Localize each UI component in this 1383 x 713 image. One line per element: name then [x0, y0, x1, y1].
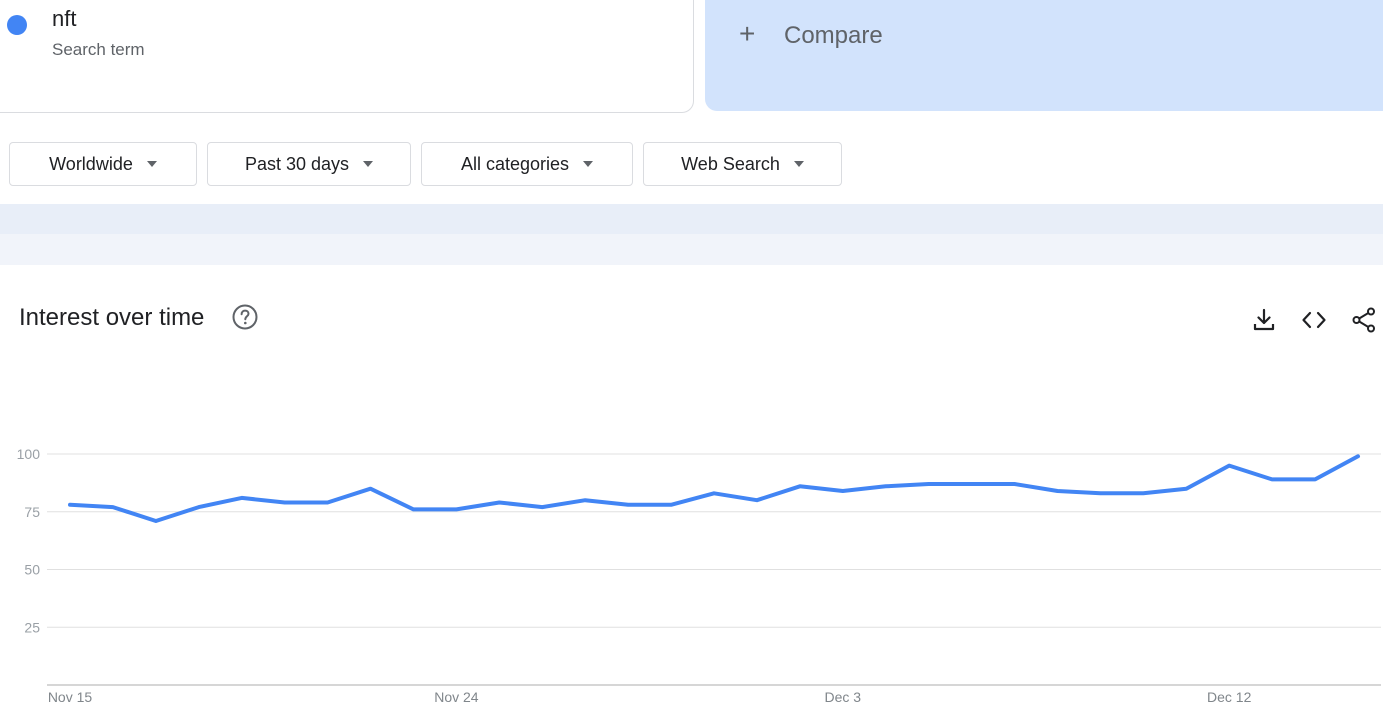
chevron-down-icon [793, 161, 804, 167]
y-tick-label: 100 [17, 446, 41, 462]
region-filter[interactable]: Worldwide [9, 142, 197, 186]
data-point[interactable] [966, 478, 978, 490]
data-point[interactable] [64, 499, 76, 511]
category-filter[interactable]: All categories [421, 142, 633, 186]
search-type-filter-label: Web Search [681, 153, 780, 174]
embed-icon[interactable] [1301, 307, 1327, 333]
series-color-dot [7, 15, 27, 35]
data-point[interactable] [751, 494, 763, 506]
divider-band [0, 204, 1383, 234]
y-tick-label: 75 [24, 504, 40, 520]
download-icon[interactable] [1251, 307, 1277, 333]
share-icon[interactable] [1351, 307, 1377, 333]
series-line-nft[interactable] [68, 454, 1360, 523]
data-point[interactable] [322, 497, 334, 509]
data-point[interactable] [365, 483, 377, 495]
help-icon[interactable] [231, 303, 259, 331]
data-point[interactable] [1051, 485, 1063, 497]
data-point[interactable] [622, 499, 634, 511]
data-point[interactable] [1094, 487, 1106, 499]
data-point[interactable] [1309, 473, 1321, 485]
data-point[interactable] [236, 492, 248, 504]
data-point[interactable] [193, 501, 205, 513]
data-point[interactable] [450, 503, 462, 515]
x-tick-label: Nov 24 [434, 689, 479, 705]
data-point[interactable] [150, 515, 162, 527]
search-term-name[interactable]: nft [52, 6, 77, 31]
search-type-filter[interactable]: Web Search [643, 142, 842, 186]
data-point[interactable] [1009, 478, 1021, 490]
data-point[interactable] [880, 480, 892, 492]
x-tick-label: Dec 12 [1207, 689, 1252, 705]
y-tick-label: 25 [24, 619, 40, 635]
chart-title: Interest over time [19, 304, 205, 331]
data-point[interactable] [837, 485, 849, 497]
data-point[interactable] [1266, 473, 1278, 485]
data-point[interactable] [1352, 450, 1364, 462]
data-point[interactable] [1137, 487, 1149, 499]
data-point[interactable] [536, 501, 548, 513]
chevron-down-icon [583, 161, 594, 167]
data-point[interactable] [794, 480, 806, 492]
search-term-subtitle: Search term [52, 40, 145, 59]
y-tick-label: 50 [24, 562, 40, 578]
chevron-down-icon [363, 161, 374, 167]
category-filter-label: All categories [460, 153, 570, 174]
data-point[interactable] [579, 494, 591, 506]
compare-label: Compare [784, 22, 883, 49]
data-point[interactable] [1223, 460, 1235, 472]
data-point[interactable] [923, 478, 935, 490]
data-point[interactable] [708, 487, 720, 499]
region-filter-label: Worldwide [49, 153, 133, 174]
chevron-down-icon [146, 161, 157, 167]
data-point[interactable] [665, 499, 677, 511]
data-point[interactable] [493, 497, 505, 509]
time-range-filter-label: Past 30 days [244, 153, 350, 174]
data-point[interactable] [279, 497, 291, 509]
time-range-filter[interactable]: Past 30 days [207, 142, 411, 186]
divider-band-light [0, 234, 1383, 265]
plus-icon: + [739, 18, 756, 49]
interest-line-chart: 25 50 75 100 Nov 15 Nov 24 Dec 3 Dec 12 [17, 446, 1381, 705]
data-point[interactable] [407, 503, 419, 515]
compare-button[interactable]: + Compare [705, 0, 1383, 111]
data-point[interactable] [107, 501, 119, 513]
interest-over-time-card: Interest over time [0, 265, 1383, 713]
filter-bar: Worldwide Past 30 days All categories We… [0, 124, 1383, 204]
x-tick-label: Nov 15 [48, 689, 93, 705]
search-term-card[interactable]: nft Search term [0, 0, 694, 113]
data-point[interactable] [1180, 483, 1192, 495]
x-tick-label: Dec 3 [825, 689, 862, 705]
